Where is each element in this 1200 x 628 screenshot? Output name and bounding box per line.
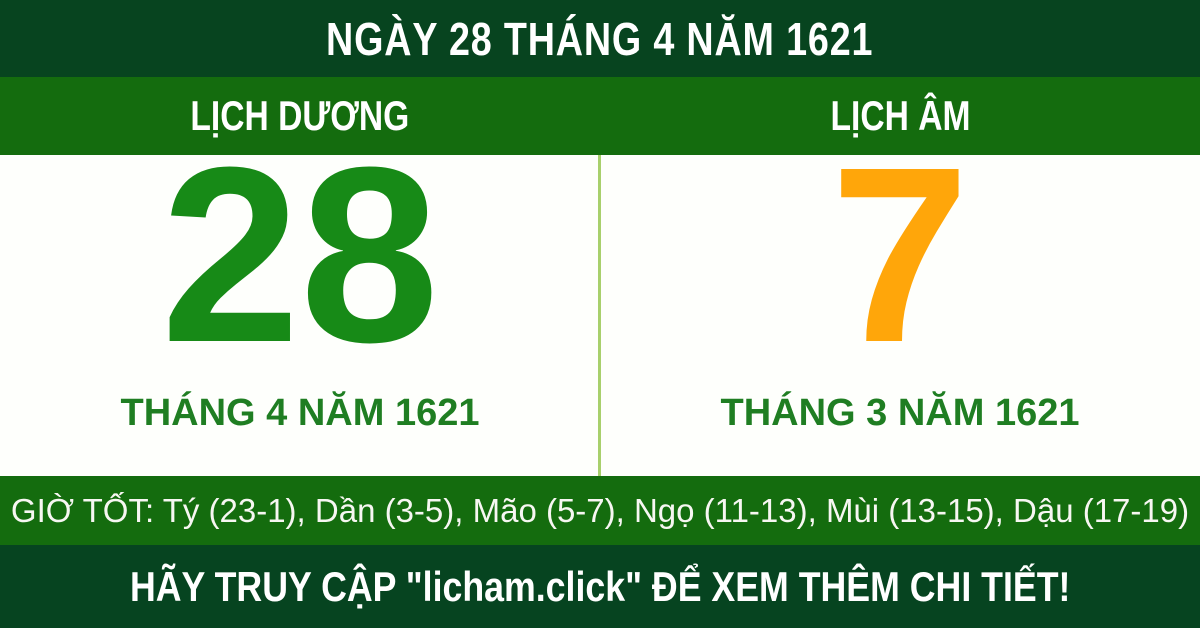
footer-banner: HÃY TRUY CẬP "licham.click" ĐỂ XEM THÊM … (0, 545, 1200, 628)
date-banner-title: NGÀY 28 THÁNG 4 NĂM 1621 (326, 12, 874, 65)
calendar-headers: LỊCH DƯƠNG LỊCH ÂM (0, 77, 1200, 155)
column-divider (598, 155, 601, 476)
good-hours-text: GIỜ TỐT: Tý (23-1), Dần (3-5), Mão (5-7)… (10, 491, 1190, 529)
solar-day-number: 28 (160, 115, 440, 394)
solar-column: 28 THÁNG 4 NĂM 1621 (0, 115, 600, 476)
lunar-day-number: 7 (830, 115, 970, 394)
footer-cta-text: HÃY TRUY CẬP "licham.click" ĐỂ XEM THÊM … (129, 562, 1071, 610)
solar-calendar-header: LỊCH DƯƠNG (190, 92, 410, 139)
solar-header-cell: LỊCH DƯƠNG (0, 77, 600, 155)
lunar-column: 7 THÁNG 3 NĂM 1621 (600, 115, 1200, 476)
lunar-header-cell: LỊCH ÂM (600, 77, 1200, 155)
good-hours-band: GIỜ TỐT: Tý (23-1), Dần (3-5), Mão (5-7)… (0, 476, 1200, 545)
date-banner: NGÀY 28 THÁNG 4 NĂM 1621 (0, 0, 1200, 77)
calendar-body: 28 THÁNG 4 NĂM 1621 7 THÁNG 3 NĂM 1621 (0, 115, 1200, 476)
lunar-month-year-label: THÁNG 3 NĂM 1621 (720, 392, 1080, 434)
lunar-calendar-header: LỊCH ÂM (829, 92, 970, 139)
solar-month-year-label: THÁNG 4 NĂM 1621 (120, 392, 480, 434)
